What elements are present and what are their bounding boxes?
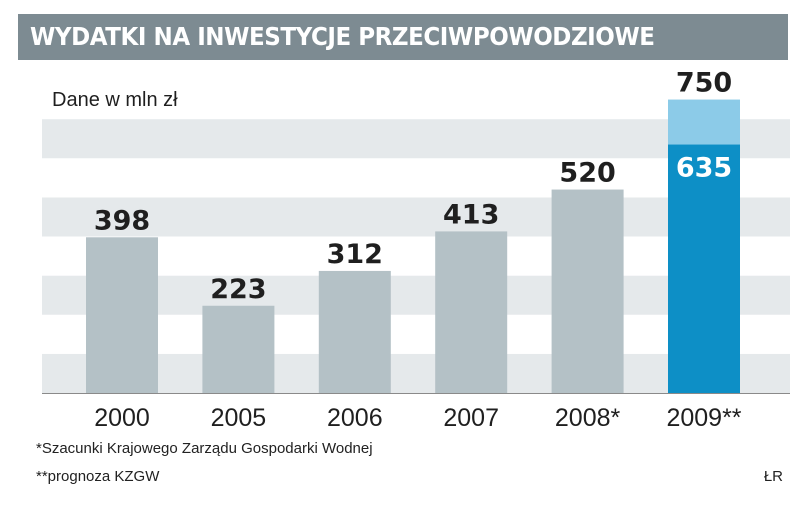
x-tick-label: 2005 [211,404,267,432]
value-label: 750 [676,68,732,99]
value-labels: 398 223 312 413 520 635 750 [94,68,732,305]
inner-value-label: 635 [676,153,732,184]
footnote-1: *Szacunki Krajowego Zarządu Gospodarki W… [36,440,373,457]
value-label: 398 [94,205,150,236]
grid-band [42,197,790,237]
grid-band [42,314,790,354]
value-label: 223 [210,274,266,305]
bar [86,237,158,393]
x-tick-label: 2006 [327,404,383,432]
bar [202,305,275,393]
grid-band [42,275,790,315]
bar [318,270,391,393]
x-tick-label: 2008* [555,404,621,432]
value-label: 520 [559,158,615,189]
value-label: 312 [327,239,383,270]
chart-subtitle: Dane w mln zł [52,89,178,111]
grid-band [42,80,790,120]
bar-segment-inner [668,144,740,393]
chart-title: WYDATKI NA INWESTYCJE PRZECIWPOWODZIOWE [30,22,655,51]
footnote-2: **prognoza KZGW [36,468,160,485]
bar [551,189,624,393]
x-tick-labels: 2000 2005 2006 2007 2008* 2009** [94,404,742,432]
grid-band [42,353,790,393]
grid-band [42,236,790,276]
bar [435,231,508,393]
grid-band [42,119,790,159]
value-label: 413 [443,199,499,230]
source-credit: ŁR [763,468,783,485]
x-tick-label: 2009** [666,404,741,432]
bars [86,99,740,393]
title-bar: WYDATKI NA INWESTYCJE PRZECIWPOWODZIOWE [18,14,788,60]
x-tick-label: 2007 [443,404,499,432]
chart-grid [42,80,790,393]
grid-band [42,158,790,198]
x-tick-label: 2000 [94,404,150,432]
